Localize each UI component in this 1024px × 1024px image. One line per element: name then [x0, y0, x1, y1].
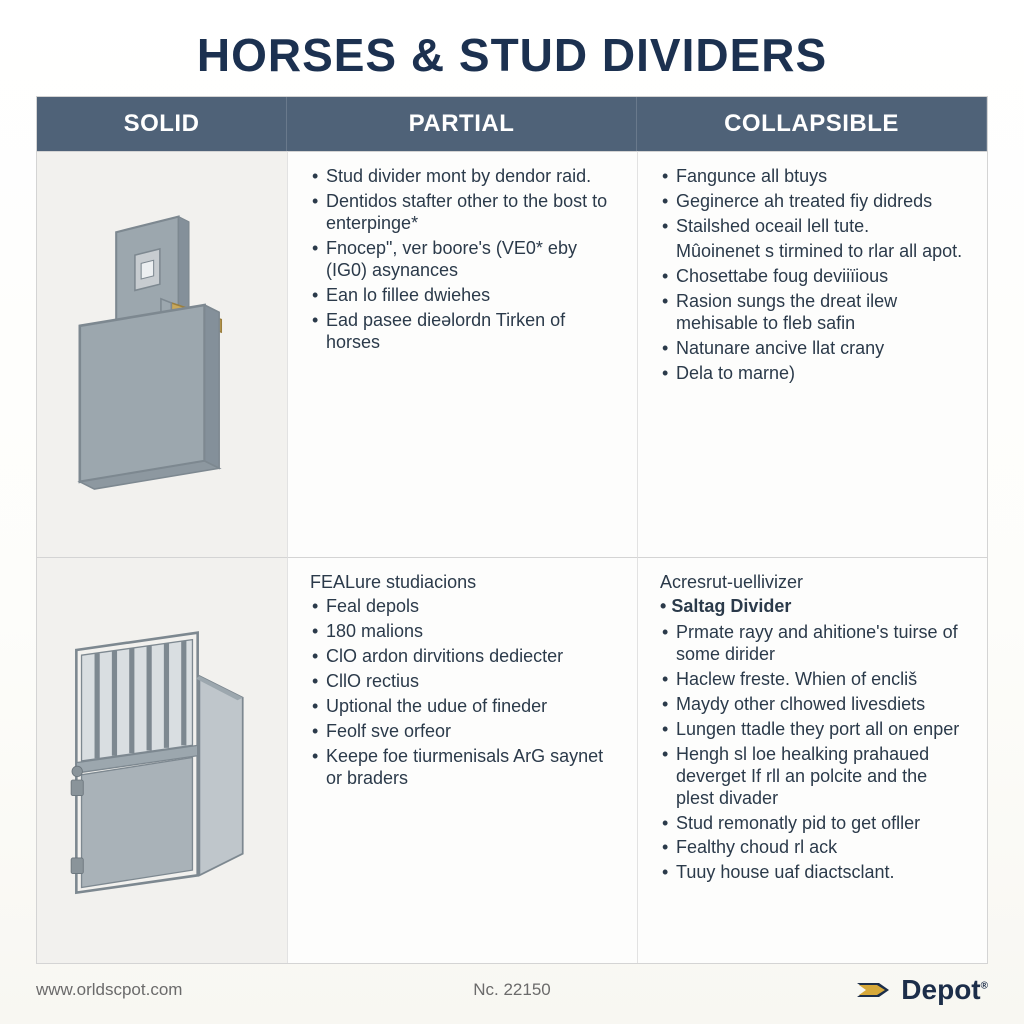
row2-partial-heading: FEALure studiacions	[310, 572, 617, 594]
footer: www.orldscpot.com Nc. 22150 Depot®	[36, 970, 988, 1010]
infographic-page: HORSES & STUD DIVIDERS SOLID PARTIAL COL…	[0, 0, 1024, 1024]
row2-collapsible-list: Prmate rayy and ahitione's tuirse of som…	[660, 622, 967, 884]
brand-logo-icon	[855, 975, 895, 1005]
list-item: Hengh sl loe healking prahaued deverget …	[660, 744, 967, 810]
list-item: Haclew freste. Whien of encliš	[660, 669, 967, 691]
col-header-partial: PARTIAL	[287, 97, 637, 151]
list-item: Stud divider mont by dendor raid.	[310, 166, 617, 188]
row2-collapsible-subheading: • Saltag Divider	[660, 596, 967, 618]
list-item: Geginerce ah treated fiy didreds	[660, 191, 967, 213]
row2-collapsible-cell: Acresrut-uellivizer • Saltag Divider Prm…	[637, 557, 987, 963]
list-item: Feolf sve orfeor	[310, 721, 617, 743]
row2-partial-list: Feal depols 180 malions ClO ardon dirvitio…	[310, 596, 617, 790]
list-item: Fangunce all btuys	[660, 166, 967, 188]
row2-collapsible-heading: Acresrut-uellivizer	[660, 572, 967, 594]
col-header-solid: SOLID	[37, 97, 287, 151]
list-item: Ead pasee dieəlordn Tirken of horses	[310, 310, 617, 354]
list-item: Tuuy house uaf diactsclant.	[660, 862, 967, 884]
list-item: Ean lo fillee dwiehes	[310, 285, 617, 307]
footer-url: www.orldscpot.com	[36, 980, 182, 1000]
row1-collapsible-list: Fangunce all btuys Geginerce ah treated f…	[660, 166, 967, 385]
list-item: Fnocep", ver boore's (VE0* eby (IG0) asy…	[310, 238, 617, 282]
list-item: Stailshed oceail lell tute.	[660, 216, 967, 238]
list-item: Keepe foe tiurmenisals ArG saynet or bra…	[310, 746, 617, 790]
list-continuation: Mûoinenet s tirmined to rlar all apot.	[660, 241, 967, 263]
list-item: Stud remonatly pid to get ofller	[660, 813, 967, 835]
col-header-collapsible: COLLAPSIBLE	[637, 97, 987, 151]
comparison-grid: SOLID PARTIAL COLLAPSIBLE	[36, 96, 988, 964]
illustration-solid-panel	[37, 151, 287, 557]
list-item: Rasion sungs the dreat ilew mehisable to…	[660, 291, 967, 335]
brand-logo: Depot®	[855, 974, 988, 1006]
list-item: Maydy other clhowed livesdiets	[660, 694, 967, 716]
row2-partial-cell: FEALure studiacions Feal depols 180 malio…	[287, 557, 637, 963]
list-item: 180 malions	[310, 621, 617, 643]
illustration-gate	[37, 557, 287, 963]
footer-code: Nc. 22150	[473, 980, 551, 1000]
list-item: Uptional the udue of fineder	[310, 696, 617, 718]
list-item: Feal depols	[310, 596, 617, 618]
list-item: Dela to marne)	[660, 363, 967, 385]
list-item: Prmate rayy and ahitione's tuirse of som…	[660, 622, 967, 666]
list-item: CllO rectius	[310, 671, 617, 693]
row1-collapsible-cell: Fangunce all btuys Geginerce ah treated f…	[637, 151, 987, 557]
list-item: Dentidos stafter other to the bost to en…	[310, 191, 617, 235]
row1-partial-cell: Stud divider mont by dendor raid. Dentido…	[287, 151, 637, 557]
list-item: Fealthy choud rl ack	[660, 837, 967, 859]
list-item: Natunare ancive llat crany	[660, 338, 967, 360]
brand-logo-text: Depot®	[901, 974, 988, 1006]
list-item: ClO ardon dirvitions dediecter	[310, 646, 617, 668]
page-title: HORSES & STUD DIVIDERS	[36, 28, 988, 82]
list-item: Lungen ttadle they port all on enper	[660, 719, 967, 741]
solid-panel-svg	[59, 201, 267, 513]
list-item: Chosettabe foug deviiïious	[660, 266, 967, 288]
gate-svg	[59, 624, 267, 901]
row1-partial-list: Stud divider mont by dendor raid. Dentido…	[310, 166, 617, 354]
